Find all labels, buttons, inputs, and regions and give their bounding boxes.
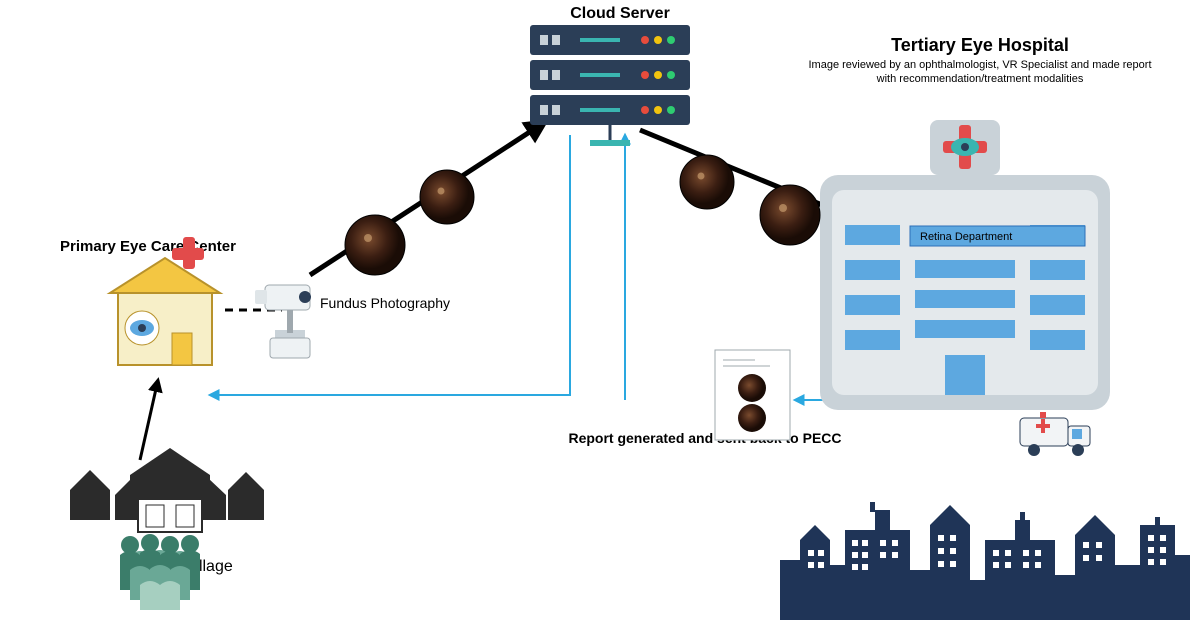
fundus-camera-icon — [255, 285, 311, 358]
fundus-image-3 — [680, 155, 734, 209]
hospital-sublabel: Image reviewed by an ophthalmologist, VR… — [800, 58, 1160, 87]
pecc-label: Primary Eye Care Center — [60, 238, 310, 255]
pecc-building-icon — [110, 237, 220, 365]
arrow-server-hospital — [640, 130, 895, 235]
village-label: Village — [185, 558, 285, 576]
hospital-icon: Retina Department — [820, 120, 1110, 410]
fundus-image-2 — [420, 170, 474, 224]
retina-dept-text: Retina Department — [920, 231, 1012, 243]
city-silhouette-icon — [780, 502, 1190, 620]
arrows-group — [140, 122, 1005, 460]
cloud-server-label: Cloud Server — [525, 5, 715, 23]
server-stack-icon — [530, 25, 690, 146]
ambulance-icon — [1020, 412, 1090, 456]
fundus-image-4 — [760, 185, 820, 245]
village-icon — [70, 448, 264, 610]
fundus-label: Fundus Photography — [320, 295, 520, 311]
diagram-canvas: Retina Department — [0, 0, 1200, 630]
arrow-fundus-server — [310, 122, 545, 275]
arrow-village-pecc — [140, 380, 158, 460]
report-label: Report generated and sent back to PECC — [505, 430, 905, 446]
arrow-server-pecc — [210, 135, 570, 395]
fundus-image-1 — [345, 215, 405, 275]
tertiary-hospital-label: Tertiary Eye Hospital — [820, 35, 1140, 56]
report-document-icon — [715, 350, 790, 440]
